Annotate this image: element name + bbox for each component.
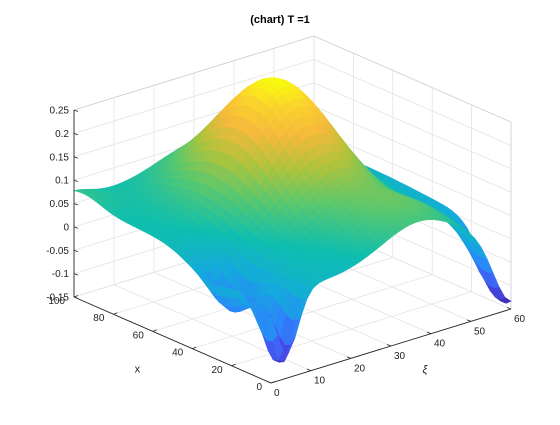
gridline [73, 58, 315, 134]
xi-tick [346, 356, 352, 359]
xi-tick-label: 10 [314, 376, 326, 387]
z-tick-label: -0.1 [52, 269, 70, 280]
z-tick [73, 296, 79, 299]
x-axis-label: x [135, 363, 141, 375]
gridline [153, 271, 352, 359]
z-tick [73, 179, 79, 182]
box-edge [313, 35, 512, 123]
z-tick [73, 156, 79, 159]
xi-tick [306, 368, 312, 372]
xi-tick-label: 30 [394, 351, 406, 362]
x-tick-label: 80 [93, 313, 105, 324]
xi-axis-label: ξ [423, 364, 429, 376]
z-tick-label: 0.05 [50, 199, 70, 210]
box-edge [73, 35, 315, 111]
chart-title: (chart) T =1 [250, 14, 310, 26]
x-tick [113, 312, 118, 315]
gridline [313, 59, 512, 146]
xi-tick [266, 381, 272, 384]
z-tick [73, 203, 79, 206]
x-tick-label: 40 [172, 348, 184, 359]
gridline [313, 105, 512, 193]
x-tick-label: 60 [133, 330, 145, 341]
x-tick-label: 100 [48, 296, 65, 307]
xi-tick-label: 40 [434, 339, 446, 350]
z-tick-label: 0.15 [50, 152, 70, 163]
gridline [192, 274, 433, 349]
z-tick-label: 0 [63, 222, 69, 233]
x-axis-line [73, 296, 272, 384]
xi-tick [426, 331, 432, 335]
z-tick-label: 0.25 [50, 106, 70, 117]
surface-patch [265, 316, 278, 342]
z-tick-label: 0.2 [55, 129, 69, 140]
x-tick [152, 329, 157, 332]
x-tick [192, 346, 197, 349]
z-tick-label: 0.1 [55, 176, 69, 187]
x-tick-label: 0 [256, 382, 262, 393]
z-tick [73, 109, 79, 112]
x-tick [270, 381, 276, 384]
gridline [313, 129, 512, 216]
z-tick-label: -0.05 [46, 246, 69, 257]
surface [73, 77, 512, 363]
x-tick [231, 363, 236, 367]
z-tick [73, 273, 79, 276]
x-tick-label: 20 [211, 365, 223, 376]
xi-tick-label: 50 [474, 326, 486, 337]
gridline [313, 82, 512, 170]
z-tick-label: -0.15 [46, 293, 69, 304]
z-tick [73, 249, 79, 253]
xi-tick-label: 60 [514, 314, 526, 325]
z-tick [73, 226, 79, 229]
xi-tick [466, 319, 472, 322]
axes: -0.15 -0.1 -0.05 0 0.05 0.1 0.15 0.2 0.25 0 20 40 60… [46, 106, 525, 400]
x-tick [73, 295, 79, 298]
xi-tick-label: 20 [354, 363, 366, 374]
xi-tick-label: 0 [274, 388, 280, 399]
xi-tick [506, 307, 512, 310]
z-tick [73, 133, 79, 136]
xi-tick [386, 344, 392, 347]
